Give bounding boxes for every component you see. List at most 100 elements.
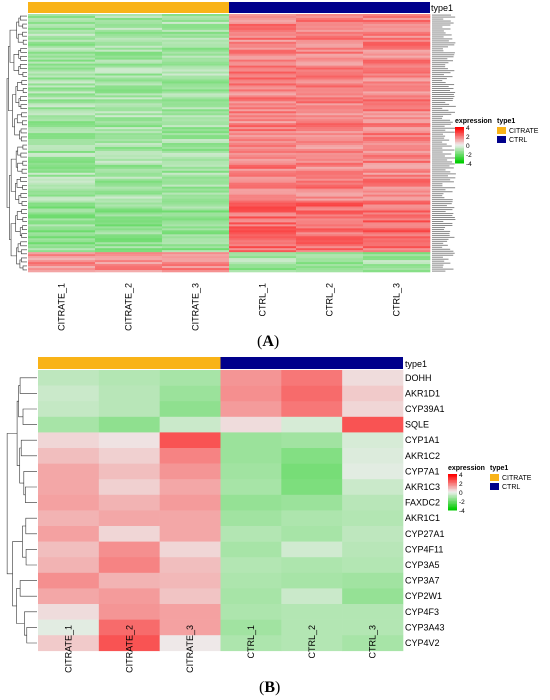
- heatmap-cell: [296, 218, 364, 221]
- heatmap-cell: [28, 166, 96, 170]
- heatmap-cell: [95, 250, 163, 253]
- heatmap-cell: [296, 198, 364, 201]
- row-label-placeholder: [432, 86, 449, 88]
- heatmap-cell: [342, 370, 404, 386]
- heatmap-cell: [296, 174, 364, 178]
- heatmap-cell: [229, 252, 297, 255]
- heatmap-cell: [363, 41, 431, 45]
- dendrogram-branch: [10, 158, 17, 192]
- dendrogram-branch: [22, 120, 27, 126]
- heatmap-cell: [296, 23, 364, 27]
- heatmap-cell: [162, 45, 230, 49]
- legend-gradient-step: [455, 154, 464, 156]
- dendrogram-branch: [21, 249, 27, 255]
- heatmap-cell: [28, 198, 96, 201]
- heatmap-cell: [363, 29, 431, 33]
- panel-a-label: (A): [257, 333, 280, 350]
- dendrogram-branch: [25, 517, 37, 535]
- heatmap-cell: [28, 158, 96, 162]
- row-label-placeholder: [432, 167, 454, 169]
- heatmap-cell: [162, 41, 230, 45]
- heatmap-cell: [296, 59, 364, 62]
- row-label: CYP1A1: [405, 435, 440, 445]
- heatmap-cell: [229, 33, 297, 37]
- heatmap-cell: [98, 479, 160, 496]
- heatmap-cell: [28, 23, 96, 27]
- heatmap-cell: [229, 208, 297, 211]
- column-label: CITRATE_3: [185, 625, 195, 673]
- heatmap-cell: [229, 29, 297, 33]
- heatmap-cell: [28, 208, 96, 211]
- heatmap-cell: [95, 117, 163, 120]
- heatmap-cell: [363, 131, 431, 134]
- heatmap-cell: [220, 572, 282, 589]
- heatmap-cell: [229, 172, 297, 176]
- legend-tick: -2: [459, 499, 465, 506]
- row-label-placeholder: [432, 14, 452, 16]
- heatmap-cell: [98, 385, 160, 402]
- heatmap-cell: [363, 101, 431, 104]
- row-label: AKR1C1: [405, 513, 440, 523]
- heatmap-cell: [95, 89, 163, 92]
- row-label-placeholder: [432, 234, 450, 236]
- legend-swatch-ctrl: [490, 483, 499, 490]
- heatmap-cell: [28, 71, 96, 74]
- heatmap-cell: [95, 125, 163, 128]
- heatmap-cell: [162, 208, 230, 211]
- row-label-placeholder: [432, 270, 446, 272]
- heatmap-cell: [363, 15, 431, 19]
- row-label-placeholder: [432, 78, 447, 80]
- row-label-placeholder: [432, 256, 443, 258]
- heatmap-cell: [162, 204, 230, 207]
- legend-tick: 2: [466, 134, 470, 141]
- dendrogram-branch: [22, 160, 27, 166]
- heatmap-cell: [95, 236, 163, 239]
- heatmap-cell: [296, 87, 364, 90]
- row-label-placeholder: [432, 113, 452, 115]
- heatmap-cell: [363, 95, 431, 98]
- heatmap-cell: [162, 246, 230, 249]
- heatmap-cell: [95, 77, 163, 80]
- heatmap-cell: [38, 572, 100, 589]
- heatmap-cell: [229, 31, 297, 35]
- heatmap-cell: [229, 49, 297, 53]
- heatmap-cell: [220, 541, 282, 558]
- row-label: AKR1D1: [405, 388, 440, 398]
- heatmap-cell: [296, 270, 364, 273]
- heatmap-cell: [95, 198, 163, 201]
- heatmap-cell: [296, 61, 364, 64]
- heatmap-cell: [229, 240, 297, 243]
- heatmap-cell: [162, 222, 230, 225]
- heatmap-cell: [28, 105, 96, 108]
- heatmap-cell: [229, 21, 297, 25]
- legend-gradient-step: [455, 134, 464, 137]
- heatmap-cell: [162, 25, 230, 29]
- heatmap-cell: [28, 238, 96, 241]
- heatmap-cell: [229, 19, 297, 23]
- heatmap-cell: [363, 228, 431, 231]
- heatmap-cell: [28, 55, 96, 58]
- heatmap-cell: [229, 77, 297, 80]
- heatmap-cell: [28, 115, 96, 118]
- heatmap-cell: [363, 240, 431, 243]
- heatmap-cell: [28, 164, 96, 168]
- legend-gradient-step: [455, 158, 464, 161]
- row-label: CYP7A1: [405, 466, 440, 476]
- heatmap-cell: [342, 526, 404, 542]
- row-label-placeholder: [432, 82, 446, 84]
- heatmap-cell: [363, 210, 431, 213]
- heatmap-cell: [95, 57, 163, 60]
- heatmap-cell: [296, 53, 364, 56]
- heatmap-cell: [28, 143, 96, 146]
- heatmap-cell: [28, 31, 96, 35]
- heatmap-cell: [159, 463, 221, 480]
- heatmap-cell: [38, 557, 100, 574]
- heatmap-cell: [98, 572, 160, 589]
- heatmap-cell: [229, 47, 297, 51]
- heatmap-cell: [28, 25, 96, 29]
- heatmap-cell: [296, 216, 364, 219]
- heatmap-cell: [95, 164, 163, 168]
- heatmap-cell: [159, 572, 221, 589]
- heatmap-cell: [162, 160, 230, 164]
- heatmap-cell: [363, 168, 431, 172]
